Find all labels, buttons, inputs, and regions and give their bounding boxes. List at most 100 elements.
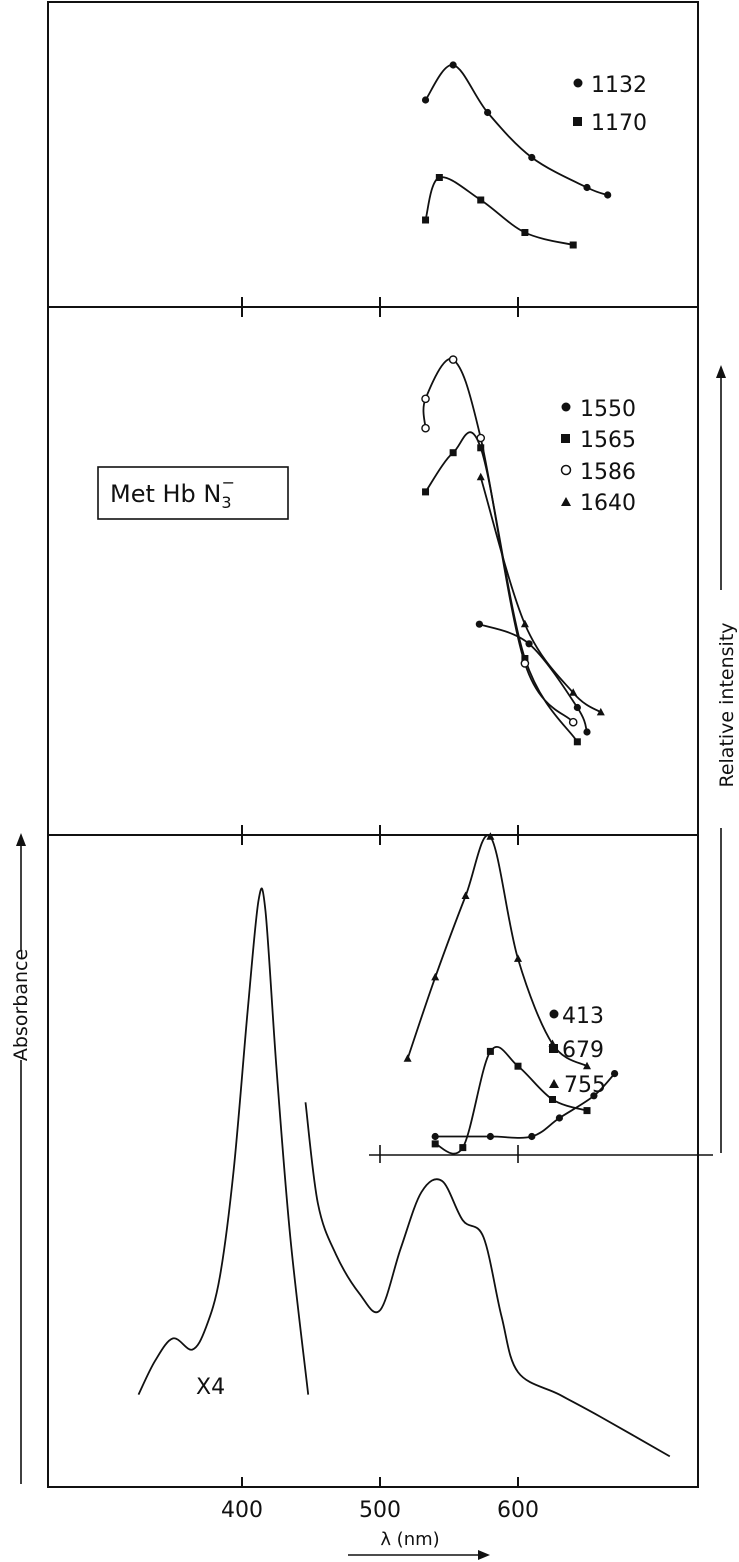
- data-point-413: [528, 1132, 536, 1141]
- y-axis-left: Absorbance: [10, 833, 32, 1484]
- data-point-1586: [520, 659, 530, 668]
- series-1132: [421, 61, 612, 199]
- panel-frames: [47, 1, 699, 1488]
- data-point-1132: [604, 191, 612, 199]
- middle-panel-frame: [47, 306, 699, 836]
- data-point-755: [583, 1061, 591, 1070]
- data-point-1170: [521, 229, 529, 236]
- legend-marker-square: [549, 1044, 558, 1053]
- legend-marker-triangle: [561, 497, 571, 506]
- legend-label: 1132: [591, 73, 647, 98]
- legend-label: 1586: [580, 460, 636, 485]
- data-point-1170: [569, 241, 577, 249]
- series-line-absorbance-x4: [304, 1102, 671, 1458]
- series-line-absorbance: [137, 887, 310, 1395]
- data-point-1586: [421, 394, 430, 404]
- data-point-679: [431, 1140, 439, 1148]
- series-line-1550: [479, 623, 588, 733]
- data-point-1132: [528, 153, 536, 162]
- data-point-679: [486, 1047, 494, 1055]
- series-755: [403, 832, 591, 1070]
- data-point-1565: [449, 449, 457, 457]
- data-point-1170: [435, 174, 443, 181]
- series-absorbance: [137, 887, 310, 1395]
- data-point-755: [486, 832, 495, 840]
- legend-middle: 1550 1565 1586 1640: [560, 397, 636, 516]
- series-1640: [476, 472, 605, 716]
- chart-marks: [137, 61, 671, 1458]
- series-1586: [421, 355, 578, 727]
- data-point-413: [486, 1132, 494, 1141]
- data-point-679: [459, 1144, 467, 1152]
- series-line-1170: [424, 176, 574, 246]
- data-point-1170: [477, 196, 485, 204]
- legend-marker-circle: [561, 402, 571, 412]
- data-point-755: [403, 1054, 412, 1062]
- legend-marker-square: [573, 117, 582, 126]
- panel-ticks: [241, 297, 519, 845]
- panel-tag-box: [97, 466, 289, 520]
- data-point-1550: [573, 703, 581, 712]
- data-point-1565: [573, 738, 581, 746]
- panel-tag-text: Met Hb N3−: [110, 473, 235, 512]
- data-point-755: [548, 1039, 557, 1047]
- legend-label: 413: [562, 1004, 604, 1029]
- data-point-1550: [583, 728, 591, 736]
- series-413: [431, 1070, 619, 1141]
- series-line-755: [406, 834, 588, 1067]
- legend-label: 755: [564, 1073, 606, 1098]
- bottom-panel-frame: [47, 834, 699, 1488]
- data-point-1565: [521, 655, 529, 662]
- legend-marker-triangle: [549, 1079, 559, 1088]
- data-point-1132: [583, 183, 591, 192]
- data-point-1132: [484, 108, 492, 117]
- x-tick-label: 600: [497, 1498, 539, 1523]
- series-line-1640: [479, 476, 602, 714]
- factor-annotation: X4: [196, 1375, 225, 1400]
- x-axis-label: λ (nm): [380, 1529, 439, 1550]
- legend-marker-open-circle: [560, 464, 572, 476]
- data-point-1565: [477, 444, 485, 452]
- data-point-1170: [422, 216, 430, 224]
- data-point-1586: [476, 433, 486, 443]
- x-tick-label: 500: [359, 1498, 401, 1523]
- series-1550: [475, 620, 591, 736]
- series-line-1565: [424, 431, 579, 743]
- data-point-1132: [449, 61, 457, 69]
- legend-label: 1640: [580, 491, 636, 516]
- data-point-1640: [520, 619, 529, 628]
- data-point-1586: [568, 717, 578, 727]
- legend-top: 1132 1170: [573, 73, 647, 136]
- legend-label: 1565: [580, 428, 636, 453]
- legend-label: 1550: [580, 397, 636, 422]
- series-absorbance-x4: [304, 1102, 671, 1458]
- panel-tag: Met Hb N3−: [97, 466, 289, 520]
- data-point-1586: [448, 355, 458, 364]
- x-axis: 400 500 600 λ (nm): [221, 1477, 539, 1560]
- data-point-1132: [421, 96, 430, 104]
- legend-marker-circle: [573, 78, 583, 88]
- data-point-755: [431, 972, 440, 981]
- data-point-413: [431, 1132, 439, 1141]
- x-axis-arrow-head: [478, 1550, 490, 1560]
- x-tick-label: 400: [221, 1498, 263, 1523]
- data-point-1550: [525, 640, 533, 648]
- series-1565: [422, 431, 581, 746]
- data-point-1586: [421, 423, 430, 433]
- data-point-1565: [422, 488, 430, 496]
- legend-bottom: 413 679 755: [549, 1004, 606, 1098]
- y-axis-right: Relative intensity: [716, 365, 738, 1153]
- y-axis-right-arrow-head: [716, 365, 726, 378]
- data-point-413: [555, 1114, 564, 1122]
- legend-label: 1170: [591, 111, 647, 136]
- data-point-1550: [475, 620, 483, 628]
- data-point-679: [549, 1096, 556, 1103]
- data-point-413: [590, 1092, 598, 1100]
- series-679: [431, 1045, 591, 1155]
- series-1170: [422, 174, 577, 249]
- data-point-1640: [569, 688, 578, 696]
- legend-marker-square: [561, 434, 570, 443]
- data-point-413: [611, 1070, 619, 1078]
- data-point-755: [461, 891, 470, 899]
